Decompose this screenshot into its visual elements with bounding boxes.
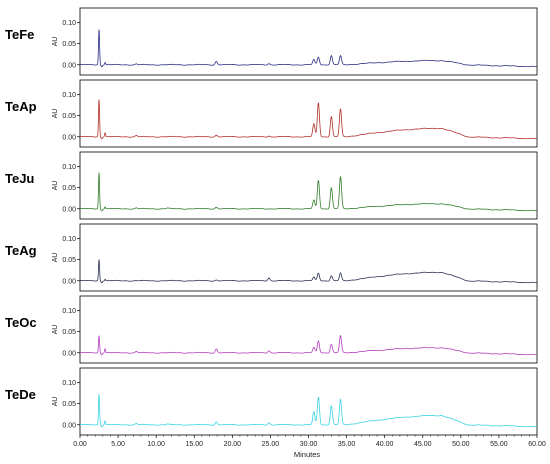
x-axis: 0.00 5.00 10.00 15.00 20.00 25.00 30.00 35.00 40… xyxy=(73,435,546,448)
panel-frame xyxy=(79,223,538,292)
x-tick-label: 45.00 xyxy=(414,441,432,448)
x-tick-label: 55.00 xyxy=(490,441,508,448)
series-line-teju xyxy=(79,172,538,212)
series-line-teag xyxy=(79,259,538,284)
x-tick-label: 35.00 xyxy=(338,441,356,448)
x-tick-label: 20.00 xyxy=(224,441,242,448)
chromatogram-panels: 0.000.050.10AUTeFe0.000.050.10AUTeAp0.00… xyxy=(5,7,538,436)
y-tick-label: 0.00 xyxy=(62,134,76,141)
series-line-tefe xyxy=(79,29,538,68)
y-unit-label: AU xyxy=(52,181,59,191)
panel-label: TeJu xyxy=(5,171,34,186)
panel-teag: 0.00 0.05 0.10 AU TeAg xyxy=(5,223,538,292)
panel-frame xyxy=(79,7,538,76)
x-tick-label: 60.00 xyxy=(528,441,546,448)
y-tick-label: 0.05 xyxy=(62,329,76,336)
x-tick-label: 10.00 xyxy=(147,441,165,448)
y-tick-label: 0.10 xyxy=(62,236,76,243)
panel-teoc: 0.00 0.05 0.10 AU TeOc xyxy=(5,295,538,364)
y-unit-label: AU xyxy=(52,325,59,335)
y-tick-label: 0.10 xyxy=(62,20,76,27)
panel-label: TeAg xyxy=(5,243,37,258)
series-line-teap xyxy=(79,99,538,140)
y-unit-label: AU xyxy=(52,397,59,407)
panel-label: TeDe xyxy=(5,387,36,402)
x-tick-label: 25.00 xyxy=(262,441,280,448)
x-tick-label: 30.00 xyxy=(300,441,318,448)
panel-teju: 0.00 0.05 0.10 AU TeJu xyxy=(5,151,538,220)
y-tick-label: 0.00 xyxy=(62,278,76,285)
y-tick-label: 0.10 xyxy=(62,380,76,387)
y-tick-label: 0.00 xyxy=(62,350,76,357)
y-tick-label: 0.05 xyxy=(62,185,76,192)
y-tick-label: 0.10 xyxy=(62,92,76,99)
panel-tede: 0.00 0.05 0.10 AU TeDe xyxy=(5,367,538,436)
panel-label: TeOc xyxy=(5,315,37,330)
panel-label: TeAp xyxy=(5,99,37,114)
y-unit-label: AU xyxy=(52,109,59,119)
x-tick-label: 0.00 xyxy=(73,441,87,448)
x-tick-label: 5.00 xyxy=(111,441,125,448)
y-tick-label: 0.10 xyxy=(62,164,76,171)
x-tick-label: 15.00 xyxy=(185,441,203,448)
y-tick-label: 0.10 xyxy=(62,308,76,315)
y-tick-label: 0.05 xyxy=(62,257,76,264)
panel-teap: 0.00 0.05 0.10 AU TeAp xyxy=(5,79,538,148)
panel-frame xyxy=(79,295,538,364)
x-axis-title: Minutes xyxy=(294,450,321,459)
panel-label: TeFe xyxy=(5,27,34,42)
series-line-teoc xyxy=(79,335,538,356)
panel-tefe: 0.00 0.05 0.10 AU TeFe xyxy=(5,7,538,76)
y-tick-label: 0.05 xyxy=(62,401,76,408)
panel-frame xyxy=(79,79,538,148)
y-tick-label: 0.00 xyxy=(62,62,76,69)
x-tick-label: 40.00 xyxy=(376,441,394,448)
y-tick-label: 0.00 xyxy=(62,422,76,429)
y-tick-label: 0.00 xyxy=(62,206,76,213)
panel-frame xyxy=(79,151,538,220)
y-unit-label: AU xyxy=(52,37,59,47)
y-tick-label: 0.05 xyxy=(62,113,76,120)
x-tick-label: 50.00 xyxy=(452,441,470,448)
y-unit-label: AU xyxy=(52,253,59,263)
series-line-tede xyxy=(79,394,538,428)
y-tick-label: 0.05 xyxy=(62,41,76,48)
